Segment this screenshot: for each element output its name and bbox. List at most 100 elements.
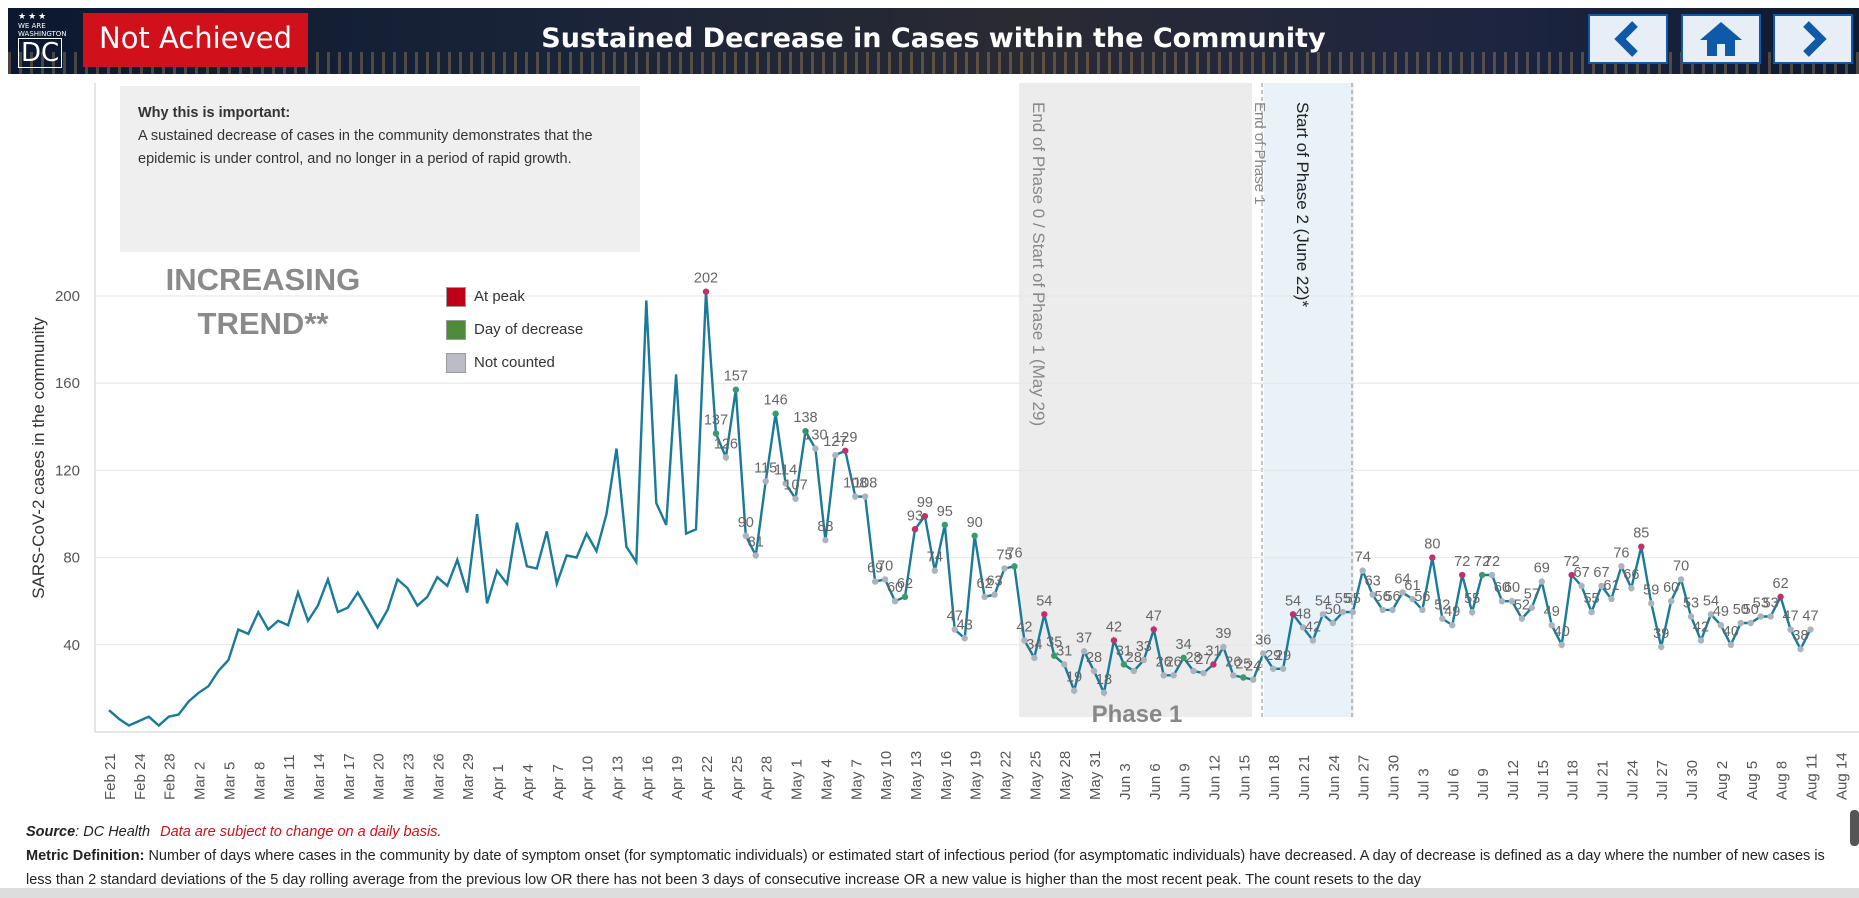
data-point bbox=[762, 478, 769, 485]
decrease-point bbox=[802, 427, 809, 435]
data-point bbox=[752, 552, 759, 559]
data-label: 39 bbox=[1653, 626, 1669, 642]
data-label: 34 bbox=[1026, 637, 1042, 653]
data-label: 69 bbox=[867, 561, 883, 577]
x-tick-label: Jun 18 bbox=[1266, 755, 1283, 800]
x-tick-label: Apr 25 bbox=[729, 756, 746, 800]
back-button[interactable] bbox=[1588, 14, 1668, 64]
data-point bbox=[1618, 563, 1625, 570]
data-label: 146 bbox=[764, 393, 788, 409]
x-tick-label: Feb 24 bbox=[132, 753, 149, 800]
data-point bbox=[1667, 598, 1675, 605]
data-point bbox=[1409, 595, 1416, 603]
data-label: 114 bbox=[774, 462, 797, 478]
data-label: 130 bbox=[803, 428, 827, 444]
x-tick-label: Apr 10 bbox=[580, 756, 597, 800]
data-label: 55 bbox=[1583, 591, 1599, 607]
data-label: 47 bbox=[947, 609, 963, 625]
data-point bbox=[1697, 637, 1705, 644]
horizontal-scrollbar[interactable] bbox=[0, 888, 1859, 898]
x-tick-label: May 28 bbox=[1057, 751, 1074, 800]
data-point bbox=[1677, 576, 1685, 583]
data-label: 39 bbox=[1215, 626, 1231, 642]
data-label: 138 bbox=[793, 410, 817, 426]
legend-item-decrease: Day of decrease bbox=[446, 313, 583, 346]
data-label: 56 bbox=[1414, 589, 1430, 605]
info-body: A sustained decrease of cases in the com… bbox=[138, 128, 593, 167]
legend-swatch-decrease bbox=[446, 319, 466, 340]
data-point bbox=[1090, 667, 1098, 675]
data-point bbox=[1070, 687, 1078, 694]
data-point bbox=[1588, 608, 1595, 616]
data-point bbox=[1578, 582, 1585, 590]
data-point bbox=[1389, 606, 1396, 614]
data-label: 115 bbox=[754, 460, 777, 476]
data-label: 40 bbox=[1554, 624, 1570, 640]
decrease-point bbox=[1011, 563, 1018, 570]
data-label: 35 bbox=[1046, 635, 1062, 651]
data-point bbox=[1518, 615, 1526, 622]
decrease-point bbox=[1240, 674, 1247, 681]
peak-point bbox=[1568, 571, 1575, 579]
x-tick-label: Jun 30 bbox=[1386, 755, 1403, 800]
decrease-point bbox=[1478, 571, 1486, 579]
data-label: 62 bbox=[1773, 576, 1789, 592]
data-label: 60 bbox=[887, 580, 903, 596]
data-label: 26 bbox=[1156, 654, 1172, 670]
data-label: 29 bbox=[1275, 648, 1291, 664]
data-point bbox=[1439, 615, 1446, 622]
x-tick-label: Jul 9 bbox=[1475, 768, 1492, 800]
x-tick-label: Jun 3 bbox=[1117, 763, 1134, 800]
data-label: 69 bbox=[1534, 561, 1550, 577]
x-tick-label: Apr 22 bbox=[699, 756, 716, 800]
peak-point bbox=[911, 526, 919, 533]
x-tick-label: Jul 21 bbox=[1595, 760, 1612, 800]
data-point bbox=[1031, 654, 1038, 662]
x-tick-label: Jun 24 bbox=[1326, 755, 1343, 800]
metric-definition: Metric Definition: Number of days where … bbox=[26, 844, 1836, 892]
chevron-right-icon bbox=[1803, 21, 1827, 57]
data-label: 47 bbox=[1782, 609, 1798, 625]
chart-legend: At peak Day of decrease Not counted bbox=[446, 280, 583, 379]
data-point bbox=[1717, 621, 1725, 629]
x-tick-label: Jul 6 bbox=[1445, 768, 1462, 800]
home-button[interactable] bbox=[1681, 14, 1761, 64]
x-tick-label: Aug 8 bbox=[1774, 761, 1791, 800]
data-label: 26 bbox=[1166, 654, 1182, 670]
data-label: 37 bbox=[1076, 630, 1092, 646]
x-tick-label: May 4 bbox=[818, 759, 835, 800]
data-label: 60 bbox=[1663, 580, 1679, 596]
info-box: Why this is important: A sustained decre… bbox=[120, 86, 640, 252]
y-tick-label: 160 bbox=[55, 375, 80, 392]
x-tick-label: May 16 bbox=[938, 751, 955, 800]
data-label: 95 bbox=[937, 504, 953, 520]
data-label: 55 bbox=[1464, 591, 1480, 607]
source-label: Source bbox=[26, 824, 76, 840]
phase0-end-annotation: End of Phase 0 / Start of Phase 1 (May 2… bbox=[1029, 102, 1048, 426]
scrollbar-thumb[interactable] bbox=[1850, 810, 1859, 846]
data-label: 63 bbox=[986, 574, 1002, 590]
x-tick-label: Mar 17 bbox=[341, 753, 358, 800]
data-label: 31 bbox=[1116, 643, 1132, 659]
data-label: 53 bbox=[1753, 595, 1769, 611]
data-label: 28 bbox=[1185, 650, 1201, 666]
peak-point bbox=[1638, 543, 1645, 550]
x-tick-label: May 19 bbox=[968, 751, 985, 800]
data-warning: Data are subject to change on a daily ba… bbox=[160, 824, 442, 840]
data-point bbox=[1140, 656, 1148, 664]
data-point bbox=[1598, 582, 1605, 590]
decrease-point bbox=[971, 532, 978, 539]
trend-text-1: INCREASING bbox=[165, 262, 361, 297]
data-label: 31 bbox=[1205, 643, 1221, 659]
data-point bbox=[1628, 584, 1635, 592]
peak-point bbox=[1429, 554, 1436, 561]
forward-button[interactable] bbox=[1773, 14, 1853, 64]
data-point bbox=[961, 635, 968, 642]
data-point bbox=[1488, 571, 1496, 579]
data-label: 26 bbox=[1225, 654, 1241, 670]
data-point bbox=[1468, 608, 1476, 616]
data-point bbox=[1548, 621, 1555, 629]
data-point bbox=[1349, 608, 1356, 616]
data-label: 33 bbox=[1136, 639, 1152, 655]
data-point bbox=[1220, 643, 1227, 651]
